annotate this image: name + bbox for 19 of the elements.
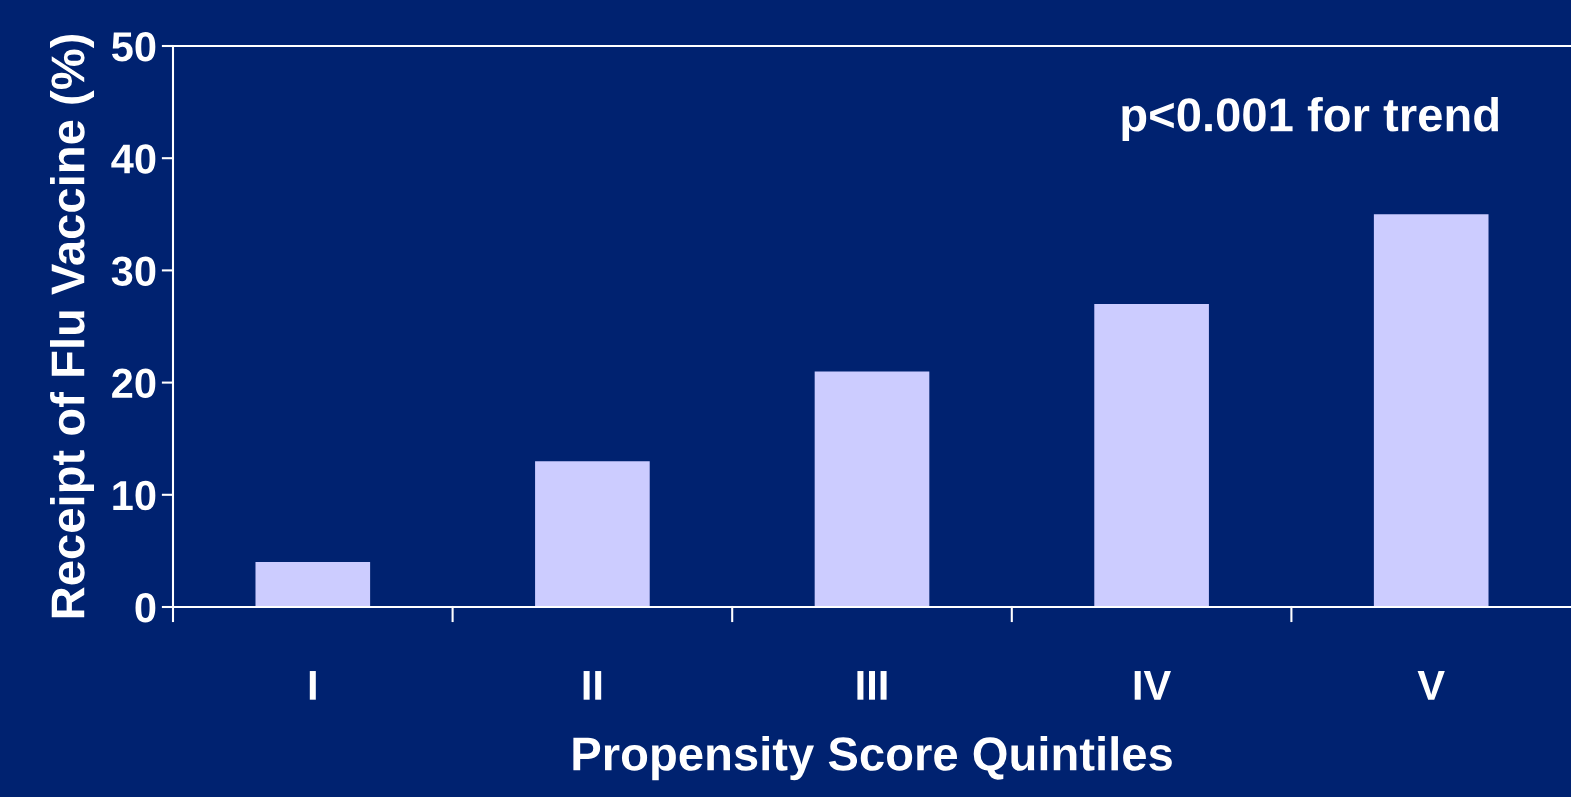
annotation: p<0.001 for trend <box>1122 96 1499 141</box>
y-tick-label: 0 <box>135 593 156 623</box>
bar <box>1094 304 1209 607</box>
y-tick-label: 40 <box>111 144 156 174</box>
x-tick-label: II <box>583 671 602 700</box>
x-tick-label: III <box>857 671 887 700</box>
x-tick-label: V <box>1417 671 1445 700</box>
y-tick-label: 10 <box>113 480 156 511</box>
bar <box>535 461 650 607</box>
y-tick-label: 50 <box>111 32 156 62</box>
x-axis-title: Propensity Score Quintiles <box>573 736 1172 781</box>
bar <box>1373 214 1489 607</box>
x-tick-label: I <box>309 671 316 700</box>
x-tick-label: IV <box>1134 671 1171 700</box>
y-tick-label: 30 <box>111 256 156 286</box>
bar <box>255 562 371 607</box>
bar <box>814 371 930 607</box>
y-axis-title: Receipt of Flu Vaccine (%) <box>50 34 95 618</box>
y-tick-label: 20 <box>112 368 156 399</box>
